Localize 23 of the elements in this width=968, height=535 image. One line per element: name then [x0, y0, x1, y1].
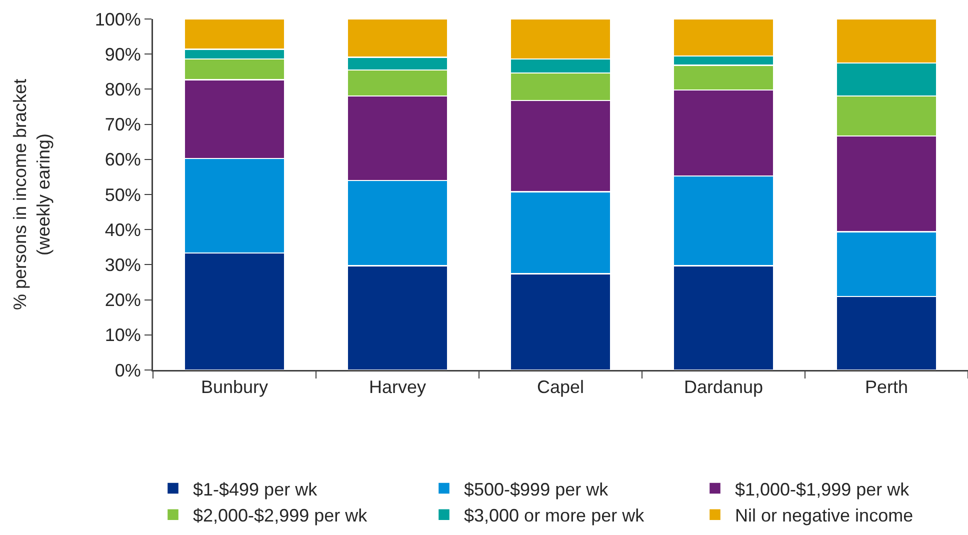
y-tick-label: 0% — [114, 360, 141, 380]
y-tick-label: 30% — [104, 255, 141, 275]
x-tick-label: Bunbury — [200, 377, 268, 398]
y-tick-label: 40% — [104, 220, 141, 240]
y-tick-label: 70% — [104, 114, 141, 135]
x-tick-label: Dardanup — [684, 377, 764, 398]
y-tick-label: 10% — [104, 325, 141, 346]
x-tick-label: Capel — [536, 377, 584, 398]
legend-label: $3,000 or more per wk — [464, 506, 646, 526]
legend-label: $1,000-$1,999 per wk — [735, 479, 910, 500]
y-tick-label: 100% — [94, 9, 141, 30]
y-tick-label: 80% — [104, 80, 141, 100]
x-tick-label: Perth — [864, 377, 908, 398]
legend-label: $1-$499 per wk — [193, 479, 318, 500]
legend-label: Nil or negative income — [735, 506, 914, 526]
legend-label: $2,000-$2,999 per wk — [193, 506, 368, 526]
x-tick-label: Harvey — [368, 377, 426, 398]
y-tick-label: 20% — [104, 290, 141, 310]
y-axis-title: % persons in income bracket (weekly earing) — [10, 78, 54, 310]
y-tick-label: 60% — [104, 150, 141, 170]
y-tick-label: 90% — [104, 44, 141, 64]
y-tick-label: 50% — [104, 184, 141, 205]
legend-label: $500-$999 per wk — [464, 479, 610, 500]
